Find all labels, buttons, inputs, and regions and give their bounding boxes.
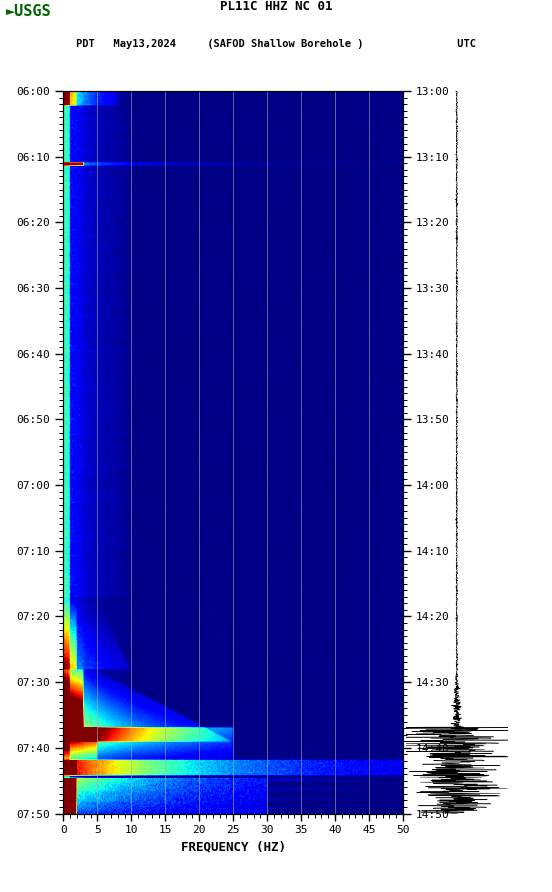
- X-axis label: FREQUENCY (HZ): FREQUENCY (HZ): [181, 841, 286, 854]
- Text: PDT   May13,2024     (SAFOD Shallow Borehole )               UTC: PDT May13,2024 (SAFOD Shallow Borehole )…: [76, 38, 476, 48]
- Text: PL11C HHZ NC 01: PL11C HHZ NC 01: [220, 0, 332, 13]
- Text: ►USGS: ►USGS: [6, 4, 51, 19]
